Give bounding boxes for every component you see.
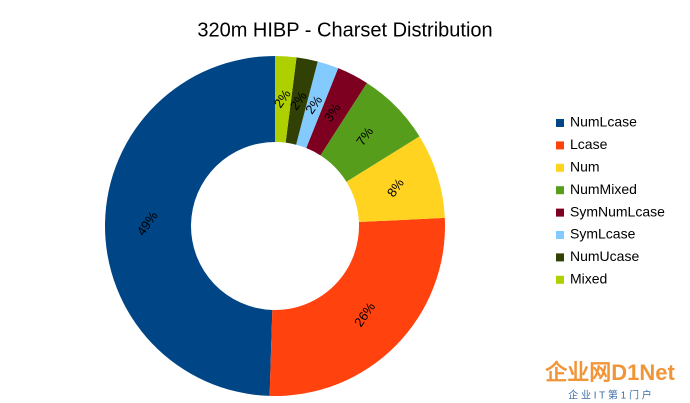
legend-swatch [556, 253, 564, 262]
watermark-brand: 企业网D1Net [544, 360, 675, 385]
donut-slice [346, 136, 445, 223]
donut-slice [269, 217, 445, 396]
legend-label: SymLcase [570, 226, 636, 242]
legend-label: NumUcase [570, 248, 639, 264]
legend-swatch [556, 186, 564, 195]
legend-swatch [556, 163, 564, 172]
legend-swatch [556, 208, 564, 217]
legend-swatch [556, 141, 564, 150]
legend-label: Lcase [570, 136, 608, 152]
legend-label: NumMixed [570, 181, 637, 197]
donut-slice [105, 56, 276, 396]
donut-slice [285, 57, 318, 145]
legend-label: SymNumLcase [570, 203, 665, 219]
legend-label: NumLcase [570, 114, 637, 130]
donut-slice [296, 61, 339, 149]
donut-slice [320, 82, 420, 182]
donut-slice [275, 56, 297, 143]
legend-label: Mixed [570, 271, 607, 287]
watermark-tagline: 企 业 I T 第 1 门 户 [568, 389, 652, 402]
legend-swatch [556, 119, 564, 127]
legend-swatch [556, 231, 564, 239]
legend-label: Num [570, 159, 600, 175]
chart-title: 320m HIBP - Charset Distribution [197, 19, 492, 41]
donut-slice [306, 68, 367, 156]
legend-swatch [556, 275, 564, 284]
